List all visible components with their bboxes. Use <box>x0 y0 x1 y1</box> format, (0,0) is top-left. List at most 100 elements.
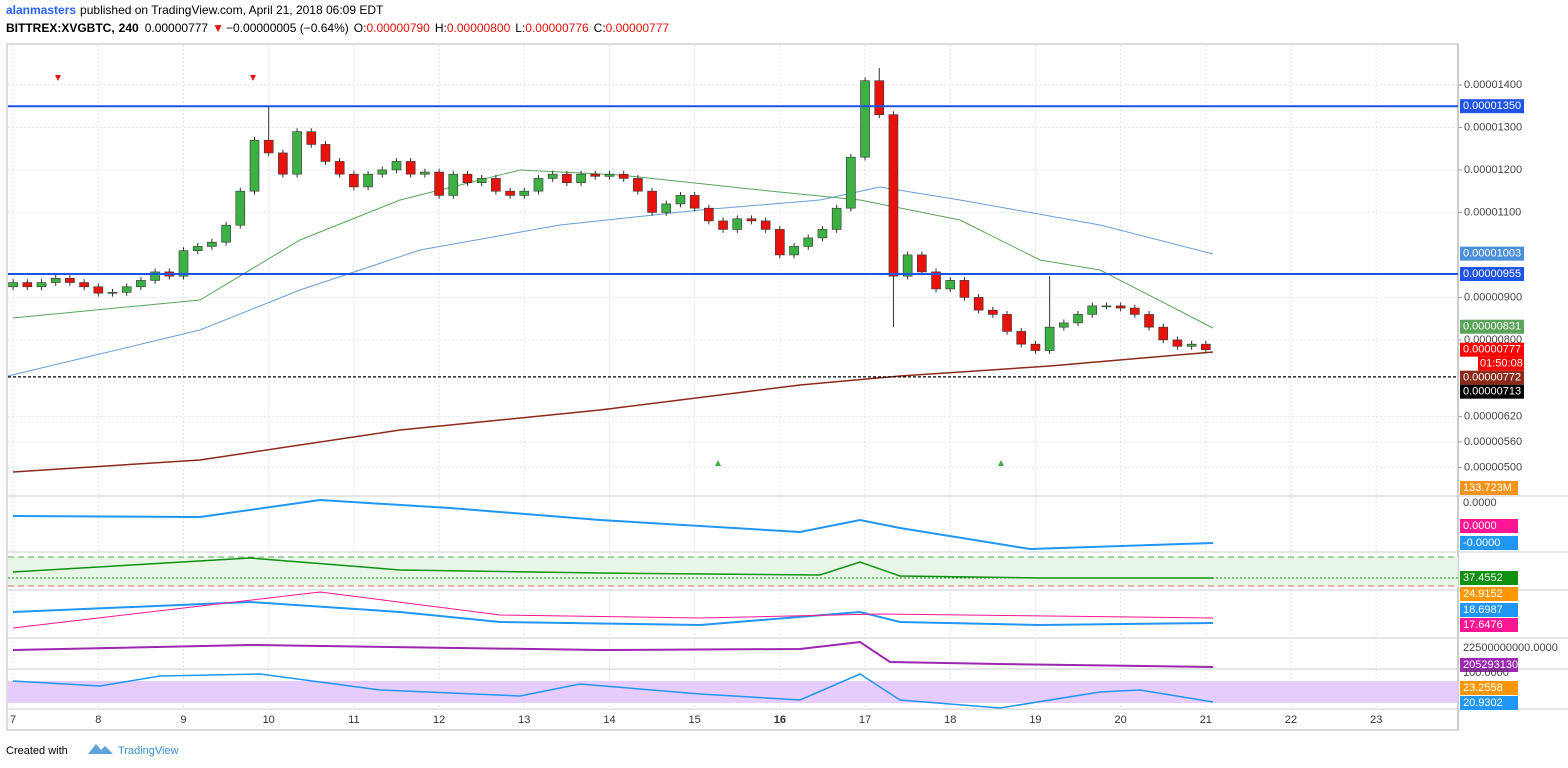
candle-body <box>65 277 75 283</box>
candle-body <box>1158 326 1169 341</box>
y-tick-label: 0.00000500 <box>1464 461 1522 473</box>
ma-line <box>12 169 1214 329</box>
candle-body <box>1073 314 1083 324</box>
candle-body <box>1186 343 1197 347</box>
indicator-label: 18.6987 <box>1463 604 1503 616</box>
price-tag <box>1460 246 1524 261</box>
ohlc-label: C: <box>594 21 606 35</box>
candle-body <box>647 190 657 213</box>
candle-body <box>8 282 18 288</box>
footer-brand[interactable]: TradingView <box>118 745 179 757</box>
ohlc: O:0.00000790 H:0.00000800 L:0.00000776 C:0.… <box>354 21 670 35</box>
price-tag-label: 0.00000831 <box>1463 321 1521 333</box>
indicator-label: 20529313040.7452 <box>1463 659 1558 671</box>
candle-body <box>1144 314 1154 328</box>
logo <box>88 744 113 754</box>
indicator-label: 37.4552 <box>1463 572 1503 584</box>
x-tick-label: 14 <box>603 714 615 726</box>
x-tick-label: 15 <box>689 714 701 726</box>
candle-body <box>633 178 643 192</box>
obv-line <box>12 640 1214 668</box>
candle-body <box>689 195 700 209</box>
y-tick-label: 0.00001200 <box>1464 164 1522 176</box>
x-tick-label: 20 <box>1115 714 1127 726</box>
pane-separators <box>7 495 1568 710</box>
candle-body <box>93 286 104 294</box>
x-tick-label: 9 <box>180 714 186 726</box>
candle-body <box>505 190 515 196</box>
indicator-label: 0.0000 <box>1463 497 1497 509</box>
candle-body <box>107 292 118 294</box>
price-tag-label: 0.00000772 <box>1463 372 1521 384</box>
interval: 240 <box>119 21 139 35</box>
candle-body <box>1030 343 1041 351</box>
x-tick-label: 13 <box>518 714 530 726</box>
indicator-label: 22500000000.0000 <box>1463 642 1558 654</box>
candle-body <box>874 80 885 115</box>
candle-body <box>391 161 402 171</box>
macd-line <box>12 498 1214 551</box>
candle-body <box>1044 326 1055 351</box>
price-tag-label: 0.00001003 <box>1463 248 1521 260</box>
x-tick-label: 7 <box>10 714 16 726</box>
price-tag-label: 0.00000777 <box>1463 344 1521 356</box>
footer-created: Created with <box>6 745 68 757</box>
price-tag <box>1460 384 1524 399</box>
candle-body <box>661 203 672 213</box>
candle-body <box>732 218 743 230</box>
candle-body <box>718 220 728 230</box>
candle-body <box>547 173 558 179</box>
indicator-tag <box>1460 658 1518 672</box>
price-tag <box>1460 370 1524 385</box>
x-tick-label: 8 <box>95 714 101 726</box>
price-tag-label: 0.00001350 <box>1463 100 1521 112</box>
indicator-tag <box>1460 536 1518 550</box>
candle-body <box>945 280 956 290</box>
stoch-line <box>12 673 1214 709</box>
indicator-label: 23.2558 <box>1463 682 1503 694</box>
candle-body <box>150 271 160 281</box>
candle-body <box>1002 314 1012 332</box>
candle-body <box>760 220 771 230</box>
candle-body <box>817 229 828 239</box>
candle-body <box>235 190 246 226</box>
candle-body <box>789 246 799 256</box>
candle-body <box>136 280 146 288</box>
candle-body <box>434 171 444 196</box>
y-tick-label: 0.00001100 <box>1464 206 1521 218</box>
candle-body <box>448 173 459 196</box>
indicator-label: 0.0000 <box>1463 520 1497 532</box>
candle-body <box>846 156 856 209</box>
candle-body <box>959 280 970 298</box>
indicator-tag <box>1460 603 1518 617</box>
candle-body <box>973 297 984 311</box>
candle-body <box>349 173 359 188</box>
price-tag <box>1460 319 1524 334</box>
price-tag-label: 0.00000955 <box>1463 268 1521 280</box>
candle-body <box>306 131 317 145</box>
indicator-tag <box>1460 571 1518 585</box>
candle-body <box>576 173 586 183</box>
candle-body <box>562 173 572 183</box>
indicator-label: 17.6476 <box>1463 619 1503 631</box>
ohlc-label: H: <box>435 21 447 35</box>
indicator-tag <box>1460 481 1518 495</box>
candle-body <box>803 237 814 247</box>
published: published on TradingView.com, April 21, … <box>80 3 384 17</box>
indicator-label: 20.9302 <box>1463 697 1503 709</box>
candle-body <box>22 282 33 288</box>
dmi-line <box>12 591 1214 629</box>
indicator-label: -0.0000 <box>1463 537 1500 549</box>
indicator-tag <box>1460 587 1518 601</box>
candle-body <box>178 250 189 277</box>
indicators <box>7 75 1458 709</box>
candle-body <box>775 229 785 256</box>
candle-body <box>1059 322 1069 328</box>
indicator-tag <box>1460 618 1518 632</box>
y-tick-label: 0.00000620 <box>1464 410 1522 422</box>
x-tick-label: 23 <box>1370 714 1382 726</box>
author[interactable]: alanmasters <box>6 3 76 17</box>
candle-body <box>462 173 473 183</box>
rsi-line <box>12 557 1213 579</box>
